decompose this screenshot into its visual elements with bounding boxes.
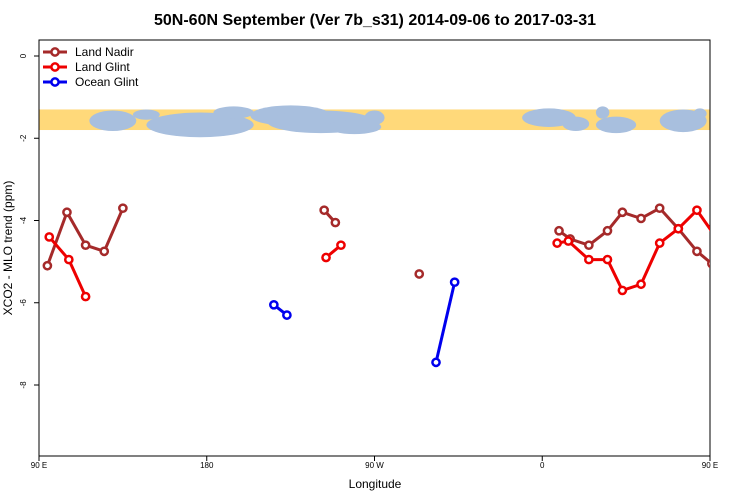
land-nadir-point	[554, 225, 564, 236]
land-glint-point	[336, 240, 346, 251]
land-nadir-point	[727, 209, 734, 216]
land-nadir-point	[692, 246, 702, 257]
land-glint-point	[552, 238, 563, 248]
land-nadir-point	[42, 260, 53, 271]
legend-marker-ocean-glint	[50, 77, 60, 87]
series-ocean-glint	[269, 277, 460, 368]
y-tick-label: -8	[19, 381, 28, 389]
legend-label-land-glint: Land Glint	[75, 60, 130, 74]
map-ocean-patch	[562, 116, 590, 132]
x-tick-label: 90 E	[31, 461, 47, 470]
land-nadir-point	[602, 225, 613, 236]
land-glint-point	[583, 254, 594, 265]
land-glint-point	[673, 223, 684, 234]
map-ocean-patch	[693, 108, 707, 119]
land-glint-point	[602, 254, 613, 265]
land-nadir-point	[654, 203, 665, 214]
land-nadir-point	[414, 269, 425, 279]
land-glint-point	[44, 232, 55, 242]
ocean-glint-point	[269, 299, 279, 310]
x-tick-label: 0	[540, 461, 545, 470]
land-nadir-point	[746, 242, 750, 249]
land-glint-point	[636, 279, 646, 290]
land-nadir-point	[99, 246, 110, 257]
land-glint-point	[617, 285, 628, 296]
chart-title: 50N-60N September (Ver 7b_s31) 2014-09-0…	[154, 12, 596, 29]
ocean-glint-point	[282, 310, 292, 320]
land-nadir-point	[583, 240, 594, 251]
y-tick-label: -4	[19, 216, 28, 224]
legend-label-ocean-glint: Ocean Glint	[75, 75, 139, 89]
land-glint-point	[321, 252, 331, 263]
series-layer	[42, 203, 750, 368]
land-nadir-point	[707, 259, 710, 269]
land-glint-point	[654, 238, 665, 248]
land-glint-point	[712, 233, 719, 240]
series-land-nadir	[42, 203, 750, 279]
map-ocean-patch	[132, 109, 160, 120]
y-axis-ticks: 0 -2 -4 -6 -8	[19, 53, 39, 389]
map-ocean-patch	[213, 106, 254, 119]
x-tick-label: 90 E	[702, 461, 718, 470]
map-ocean-patch	[327, 119, 382, 135]
y-tick-label: -6	[19, 299, 28, 307]
land-nadir-point	[80, 240, 91, 251]
legend-label-land-nadir: Land Nadir	[75, 45, 134, 59]
land-nadir-point	[62, 207, 72, 218]
land-glint-point	[80, 291, 91, 302]
land-nadir-point	[636, 213, 646, 224]
land-nadir-point	[319, 205, 330, 216]
ocean-glint-line	[434, 281, 457, 363]
x-axis-label: Longitude	[349, 477, 402, 491]
map-ocean-patch	[595, 106, 610, 119]
land-nadir-point	[330, 217, 341, 228]
land-glint-point	[731, 256, 738, 263]
land-glint-point	[63, 254, 74, 265]
ocean-glint-point	[449, 277, 460, 288]
map-ocean-patch	[522, 108, 576, 127]
legend-marker-land-glint	[50, 62, 60, 72]
plot-frame	[38, 39, 711, 457]
map-landmasses	[89, 105, 707, 138]
map-ocean-patch	[146, 112, 254, 138]
land-nadir-line	[45, 207, 125, 267]
world-map-strip	[39, 105, 710, 138]
x-tick-label: 180	[200, 461, 214, 470]
map-ocean-patch	[89, 110, 137, 132]
legend-marker-land-nadir	[50, 47, 60, 57]
series-land-glint	[44, 205, 750, 302]
land-glint-line	[556, 208, 710, 292]
land-nadir-point	[118, 203, 128, 214]
map-ocean-patch	[595, 116, 637, 134]
land-glint-point	[563, 236, 574, 246]
x-tick-label: 90 W	[365, 461, 384, 470]
y-tick-label: -2	[19, 134, 28, 142]
land-glint-point	[746, 293, 750, 300]
y-tick-label: 0	[19, 53, 28, 58]
land-nadir-point	[617, 207, 628, 218]
x-axis-ticks: 90 E 180 90 W 0 90 E	[31, 456, 718, 470]
ocean-glint-point	[431, 357, 441, 368]
y-axis-label: XCO2 - MLO trend (ppm)	[1, 181, 15, 316]
map-ocean-patch	[364, 110, 385, 125]
land-glint-point	[692, 205, 702, 216]
